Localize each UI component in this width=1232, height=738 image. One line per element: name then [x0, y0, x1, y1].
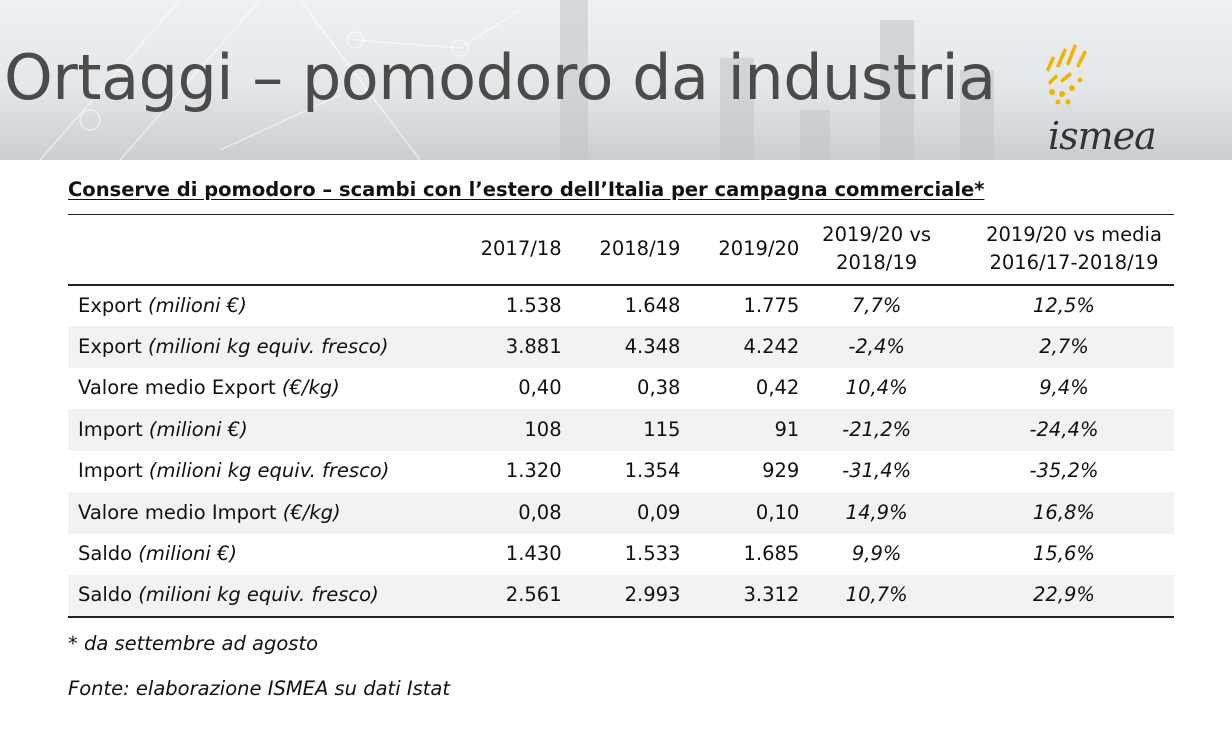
row-unit: (milioni kg equiv. fresco): [138, 583, 379, 607]
row-unit: (€/kg): [282, 500, 341, 524]
cell-2017-18: 3.881: [505, 334, 562, 358]
cell-2019-20: 0,42: [755, 376, 800, 400]
table-row: Import (milioni €) 108 115 91 -21,2% -24,4%: [68, 409, 1174, 451]
row-label: Saldo (milioni €): [68, 534, 443, 576]
cell-vs-average: 9,4%: [1039, 376, 1089, 400]
cell-2018-19: 0,09: [637, 500, 681, 524]
cell-2019-20: 3.312: [680, 575, 800, 618]
row-label-text: Valore medio Export: [78, 376, 282, 400]
cell-2018-19: 1.533: [624, 542, 681, 566]
footnote-source: Fonte: elaborazione ISMEA su dati Istat: [68, 677, 450, 700]
row-unit: (milioni €): [148, 417, 248, 441]
table-row: Export (milioni kg equiv. fresco) 3.881 4.…: [68, 326, 1174, 368]
trade-table: 2017/18 2018/19 2019/20 2019/20 vs 2018/…: [68, 214, 1174, 618]
row-label: Valore medio Import (€/kg): [68, 492, 443, 534]
row-unit: (milioni kg equiv. fresco): [148, 459, 390, 483]
page-title: Ortaggi – pomodoro da industria: [4, 41, 996, 114]
header-vs-average: 2019/20 vs media 2016/17-2018/19: [953, 214, 1174, 286]
row-label: Import (milioni kg equiv. fresco): [68, 451, 443, 493]
cell-2017-18: 0,40: [518, 376, 562, 400]
cell-2017-18: 0,08: [518, 500, 562, 524]
table-body: Export (milioni €) 1.538 1.648 1.775 7,7% 12,…: [68, 285, 1174, 618]
cell-vs-previous: 7,7%: [851, 293, 902, 317]
row-label-text: Export: [78, 293, 149, 317]
cell-2019-20: 4.242: [743, 334, 800, 358]
table-row: Saldo (milioni kg equiv. fresco) 2.561 2.9…: [68, 575, 1174, 618]
row-label: Export (milioni €): [68, 285, 443, 327]
header-background-graphic: [39, 0, 994, 160]
row-label: Export (milioni kg equiv. fresco): [68, 326, 443, 368]
cell-vs-average: 2,7%: [1039, 334, 1089, 358]
cell-vs-previous: 10,7%: [799, 575, 954, 618]
row-unit: (milioni €): [138, 542, 238, 566]
cell-2018-19: 115: [643, 417, 681, 441]
logo-sunburst-icon: [1046, 44, 1087, 105]
cell-vs-previous: 14,9%: [845, 500, 908, 524]
table-row: Export (milioni €) 1.538 1.648 1.775 7,7% 12,…: [68, 285, 1174, 327]
header-vs-average-text: 2019/20 vs media 2016/17-2018/19: [986, 223, 1162, 275]
cell-2018-19: 0,38: [637, 376, 681, 400]
table-row: Saldo (milioni €) 1.430 1.533 1.685 9,9% 15,6…: [68, 534, 1174, 576]
cell-2019-20: 91: [774, 417, 800, 441]
table-row: Valore medio Import (€/kg) 0,08 0,09 0,10 14…: [68, 492, 1174, 534]
row-label-text: Saldo: [78, 542, 139, 566]
row-label: Import (milioni €): [68, 409, 443, 451]
header-vs-previous: 2019/20 vs 2018/19: [799, 214, 954, 286]
row-label: Saldo (milioni kg equiv. fresco): [68, 575, 443, 618]
cell-2019-20: 1.685: [743, 542, 800, 566]
cell-2017-18: 1.430: [505, 542, 562, 566]
cell-vs-previous: 10,4%: [845, 376, 908, 400]
row-label-text: Export: [78, 334, 149, 358]
logo-wordmark: ismea: [1048, 114, 1157, 158]
cell-vs-average: -35,2%: [1029, 459, 1099, 483]
footnote-period: * da settembre ad agosto: [68, 632, 319, 655]
cell-vs-average: 22,9%: [953, 575, 1174, 618]
cell-2017-18: 108: [524, 417, 562, 441]
cell-vs-average: 15,6%: [1033, 542, 1095, 566]
row-unit: (milioni kg equiv. fresco): [148, 334, 389, 358]
cell-2018-19: 1.648: [624, 293, 681, 317]
cell-vs-average: 16,8%: [1033, 500, 1095, 524]
cell-2017-18: 2.561: [442, 575, 562, 618]
ismea-logo: ismea: [1028, 40, 1228, 160]
table-row: Valore medio Export (€/kg) 0,40 0,38 0,42 10…: [68, 368, 1174, 410]
row-label-text: Import: [78, 417, 149, 441]
row-unit: (milioni €): [148, 293, 247, 317]
cell-2019-20: 929: [762, 459, 800, 483]
row-label-text: Import: [78, 459, 149, 483]
cell-vs-previous: -21,2%: [842, 417, 912, 441]
cell-vs-average: -24,4%: [1029, 417, 1099, 441]
table-title: Conserve di pomodoro – scambi con l’este…: [68, 178, 985, 201]
cell-vs-previous: -2,4%: [848, 334, 905, 358]
row-unit: (€/kg): [281, 376, 340, 400]
cell-vs-previous: 9,9%: [851, 542, 902, 566]
cell-2019-20: 1.775: [743, 293, 800, 317]
header-empty: [68, 214, 443, 286]
cell-2018-19: 1.354: [624, 459, 681, 483]
cell-vs-previous: -31,4%: [842, 459, 912, 483]
cell-2019-20: 0,10: [755, 500, 800, 524]
cell-2017-18: 1.320: [505, 459, 562, 483]
header-band: Ortaggi – pomodoro da industria: [0, 0, 1232, 160]
cell-2017-18: 1.538: [505, 293, 562, 317]
cell-2018-19: 2.993: [561, 575, 681, 618]
header-2018-19: 2018/19: [561, 214, 681, 286]
header-2017-18: 2017/18: [442, 214, 562, 286]
header-2019-20: 2019/20: [680, 214, 800, 286]
cell-2018-19: 4.348: [624, 334, 681, 358]
table-row: Import (milioni kg equiv. fresco) 1.320 1.…: [68, 451, 1174, 493]
row-label: Valore medio Export (€/kg): [68, 368, 443, 410]
header-vs-previous-text: 2019/20 vs 2018/19: [822, 223, 932, 275]
table-header-row: 2017/18 2018/19 2019/20 2019/20 vs 2018/…: [68, 214, 1174, 286]
row-label-text: Valore medio Import: [78, 500, 283, 524]
cell-vs-average: 12,5%: [1033, 293, 1095, 317]
row-label-text: Saldo: [78, 583, 139, 607]
